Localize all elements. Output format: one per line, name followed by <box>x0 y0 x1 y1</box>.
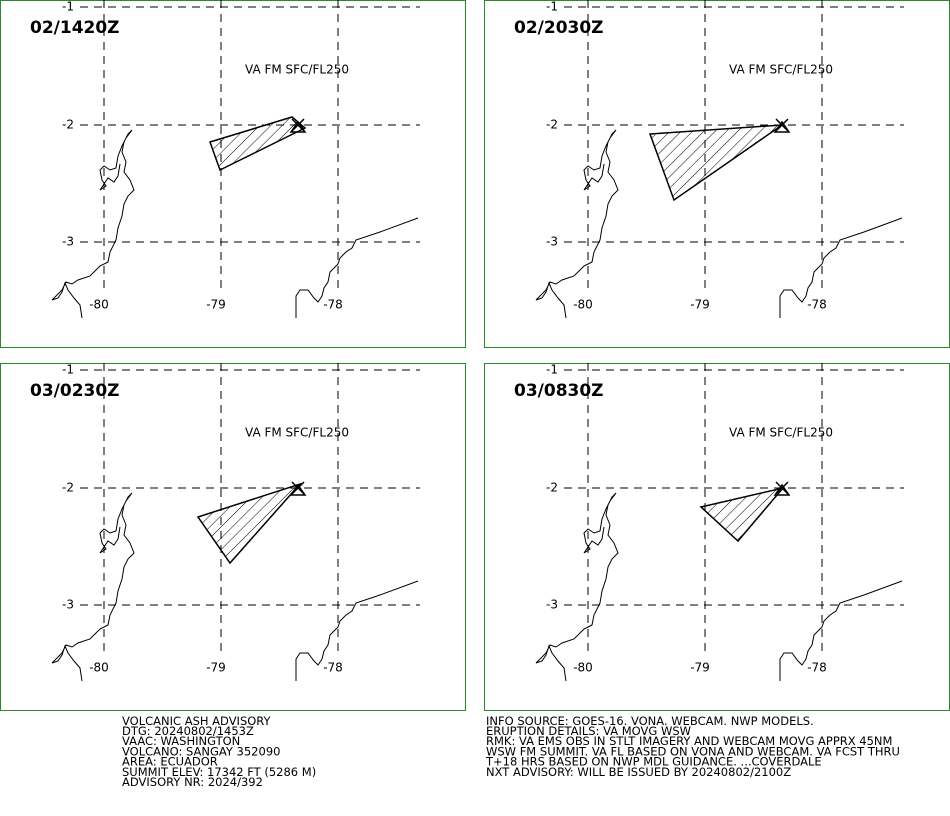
valid-time: 02/2030Z <box>514 18 604 38</box>
lon-label: -78 <box>323 661 343 675</box>
layer-label: VA FM SFC/FL250 <box>729 63 833 77</box>
lon-label: -80 <box>573 298 593 312</box>
valid-time: 03/0830Z <box>514 381 604 401</box>
ash-area <box>699 486 786 543</box>
lon-label: -80 <box>89 661 109 675</box>
coastline <box>51 129 135 319</box>
lon-label: -78 <box>807 298 827 312</box>
advisory-line: ADVISORY NR: 2024/392 <box>122 775 263 789</box>
advisory-line: RMK: VA EMS OBS IN STLT IMAGERY AND WEBC… <box>486 734 892 748</box>
lat-label: -2 <box>546 118 558 132</box>
volcano-marker <box>773 118 791 133</box>
lon-label: -78 <box>807 661 827 675</box>
map-panel: -1 -2 -3 -80 -79 -78 02/2030Z VA FM SFC/FL250 <box>484 0 950 348</box>
ash-area <box>648 124 785 202</box>
lat-label: -2 <box>62 118 74 132</box>
advisory-line: WSW FM SUMMIT. VA FL BASED ON VONA AND W… <box>486 744 900 758</box>
ash-area <box>209 116 307 172</box>
lat-label: -3 <box>546 235 558 249</box>
layer-label: VA FM SFC/FL250 <box>729 426 833 440</box>
coastline <box>779 580 903 681</box>
panel-frame <box>0 363 466 711</box>
panel-frame <box>484 0 950 348</box>
lat-label: -2 <box>62 481 74 495</box>
lon-label: -80 <box>573 661 593 675</box>
lon-label: -80 <box>89 298 109 312</box>
volcano-marker <box>773 481 791 496</box>
layer-label: VA FM SFC/FL250 <box>245 63 349 77</box>
advisory-line: INFO SOURCE: GOES-16. VONA. WEBCAM. NWP … <box>486 714 814 728</box>
lat-label: -1 <box>62 0 74 14</box>
coastline <box>535 129 619 319</box>
ash-area <box>196 482 303 565</box>
advisory-line: VAAC: WASHINGTON <box>122 734 240 748</box>
volcano-marker <box>289 481 307 496</box>
lat-label: -1 <box>546 0 558 14</box>
advisory-line: DTG: 20240802/1453Z <box>122 724 254 738</box>
lon-label: -79 <box>206 661 226 675</box>
advisory-line: VOLCANO: SANGAY 352090 <box>122 744 280 758</box>
lon-label: -79 <box>206 298 226 312</box>
map-panel: -1 -2 -3 -80 -79 -78 03/0830Z VA FM SFC/FL250 <box>484 363 950 711</box>
lon-label: -78 <box>323 298 343 312</box>
lon-label: -79 <box>690 661 710 675</box>
layer-label: VA FM SFC/FL250 <box>245 426 349 440</box>
panel-frame <box>0 0 466 348</box>
advisory-line: ERUPTION DETAILS: VA MOVG WSW <box>486 724 691 738</box>
coastline <box>779 217 903 318</box>
advisory-line: T+18 HRS BASED ON NWP MDL GUIDANCE. ...C… <box>485 755 822 769</box>
lat-label: -2 <box>546 481 558 495</box>
advisory-line: SUMMIT ELEV: 17342 FT (5286 M) <box>122 765 316 779</box>
coastline <box>535 492 619 682</box>
map-panel: -1 -2 -3 -80 -79 -78 03/0230Z VA FM SFC/FL250 <box>0 363 466 711</box>
lat-label: -3 <box>546 598 558 612</box>
lat-label: -1 <box>546 363 558 377</box>
advisory-line: NXT ADVISORY: WILL BE ISSUED BY 20240802… <box>486 765 791 779</box>
coastline <box>295 217 419 318</box>
advisory-line: AREA: ECUADOR <box>122 755 218 769</box>
lat-label: -1 <box>62 363 74 377</box>
advisory-line: VOLCANIC ASH ADVISORY <box>122 714 272 728</box>
panel-frame <box>484 363 950 711</box>
valid-time: 03/0230Z <box>30 381 120 401</box>
map-panel: -1 -2 -3 -80 -79 -78 02/1420Z VA FM SFC/FL250 <box>0 0 466 348</box>
volcano-marker <box>289 118 307 133</box>
lon-label: -79 <box>690 298 710 312</box>
lat-label: -3 <box>62 598 74 612</box>
coastline <box>51 492 135 682</box>
coastline <box>295 580 419 681</box>
valid-time: 02/1420Z <box>30 18 120 38</box>
lat-label: -3 <box>62 235 74 249</box>
